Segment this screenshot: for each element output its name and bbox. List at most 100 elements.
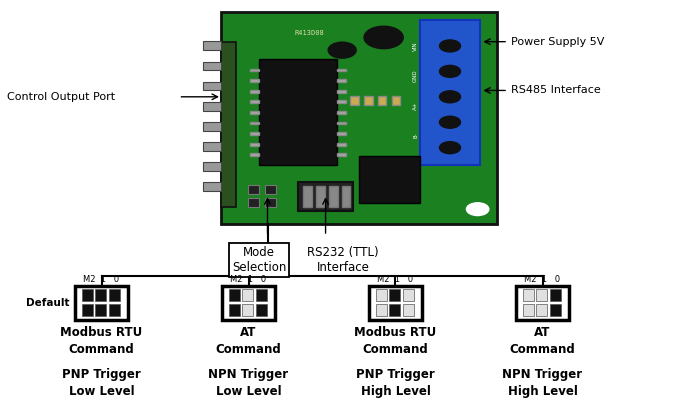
Text: Default: Default xyxy=(26,298,69,308)
Bar xyxy=(223,286,274,320)
Text: M2  1   0: M2 1 0 xyxy=(230,275,267,284)
Text: Command: Command xyxy=(69,343,134,356)
Text: Command: Command xyxy=(363,343,428,356)
Bar xyxy=(81,304,92,316)
Bar xyxy=(375,304,386,316)
Text: R413D08: R413D08 xyxy=(294,30,324,36)
Bar xyxy=(375,289,386,301)
Circle shape xyxy=(440,40,461,52)
Bar xyxy=(250,90,259,92)
Circle shape xyxy=(440,65,461,77)
Text: High Level: High Level xyxy=(508,385,578,398)
Bar xyxy=(242,289,253,301)
Bar xyxy=(203,142,220,151)
Bar xyxy=(228,289,239,301)
Bar xyxy=(517,286,568,320)
Bar xyxy=(81,289,92,301)
Bar xyxy=(250,79,259,82)
Bar xyxy=(250,153,259,156)
Bar xyxy=(95,289,106,301)
Circle shape xyxy=(440,91,461,103)
Bar xyxy=(265,198,276,207)
Bar xyxy=(392,96,400,105)
Bar xyxy=(536,304,547,316)
Bar xyxy=(75,286,127,320)
Bar xyxy=(256,289,267,301)
Bar xyxy=(256,304,267,316)
Bar xyxy=(337,122,346,124)
Bar xyxy=(522,289,534,301)
Text: M2  1   0: M2 1 0 xyxy=(377,275,414,284)
Text: Mode
Selection: Mode Selection xyxy=(232,246,286,274)
Bar xyxy=(337,153,346,156)
Bar xyxy=(95,304,106,316)
Text: High Level: High Level xyxy=(360,385,430,398)
Text: VIN: VIN xyxy=(413,41,418,51)
Bar xyxy=(389,289,400,301)
Bar xyxy=(337,111,346,114)
Text: RS485 Interface: RS485 Interface xyxy=(511,86,601,96)
Bar xyxy=(250,122,259,124)
Text: Modbus RTU: Modbus RTU xyxy=(60,326,143,339)
Bar xyxy=(220,42,236,207)
Bar xyxy=(250,100,259,103)
Text: Command: Command xyxy=(510,343,575,356)
Bar xyxy=(403,289,414,301)
Text: Control Output Port: Control Output Port xyxy=(7,92,115,102)
Bar xyxy=(337,143,346,146)
Bar xyxy=(259,59,337,165)
Bar xyxy=(329,186,337,207)
Bar xyxy=(109,289,120,301)
Bar xyxy=(250,143,259,146)
Bar xyxy=(419,20,480,165)
Bar xyxy=(203,82,220,90)
Text: PNP Trigger: PNP Trigger xyxy=(62,368,141,382)
Text: Modbus RTU: Modbus RTU xyxy=(354,326,437,339)
Bar xyxy=(337,68,346,71)
Text: AT: AT xyxy=(534,326,551,339)
Circle shape xyxy=(364,26,403,49)
Text: Low Level: Low Level xyxy=(69,385,134,398)
Bar xyxy=(316,186,325,207)
Bar xyxy=(337,79,346,82)
Text: PNP Trigger: PNP Trigger xyxy=(356,368,435,382)
Text: M2  1   0: M2 1 0 xyxy=(524,275,561,284)
Bar xyxy=(403,304,414,316)
Text: M2  1   0: M2 1 0 xyxy=(83,275,120,284)
Bar xyxy=(550,289,561,301)
Bar xyxy=(203,102,220,110)
Text: GND: GND xyxy=(413,69,418,82)
Bar xyxy=(203,62,220,70)
Bar xyxy=(378,96,386,105)
Bar xyxy=(203,122,220,131)
Bar xyxy=(358,156,419,203)
Bar xyxy=(389,304,400,316)
Circle shape xyxy=(466,203,489,216)
Text: B-: B- xyxy=(413,132,418,138)
Bar xyxy=(342,186,351,207)
Text: NPN Trigger: NPN Trigger xyxy=(209,368,288,382)
Bar xyxy=(370,286,421,320)
Bar xyxy=(304,186,312,207)
Bar xyxy=(248,185,259,194)
Bar xyxy=(220,12,497,224)
Text: Low Level: Low Level xyxy=(216,385,281,398)
Bar xyxy=(265,185,276,194)
Bar xyxy=(248,198,259,207)
Bar xyxy=(337,100,346,103)
Bar xyxy=(203,182,220,191)
Bar xyxy=(250,68,259,71)
Text: A+: A+ xyxy=(413,101,418,110)
Text: NPN Trigger: NPN Trigger xyxy=(503,368,582,382)
Bar xyxy=(250,132,259,135)
Text: RS232 (TTL)
Interface: RS232 (TTL) Interface xyxy=(307,246,379,274)
Text: Power Supply 5V: Power Supply 5V xyxy=(511,37,604,47)
Bar xyxy=(522,304,534,316)
Text: Command: Command xyxy=(216,343,281,356)
Bar xyxy=(337,132,346,135)
Circle shape xyxy=(440,116,461,128)
Text: AT: AT xyxy=(240,326,257,339)
Circle shape xyxy=(328,42,356,58)
Bar xyxy=(364,96,372,105)
Bar xyxy=(242,304,253,316)
